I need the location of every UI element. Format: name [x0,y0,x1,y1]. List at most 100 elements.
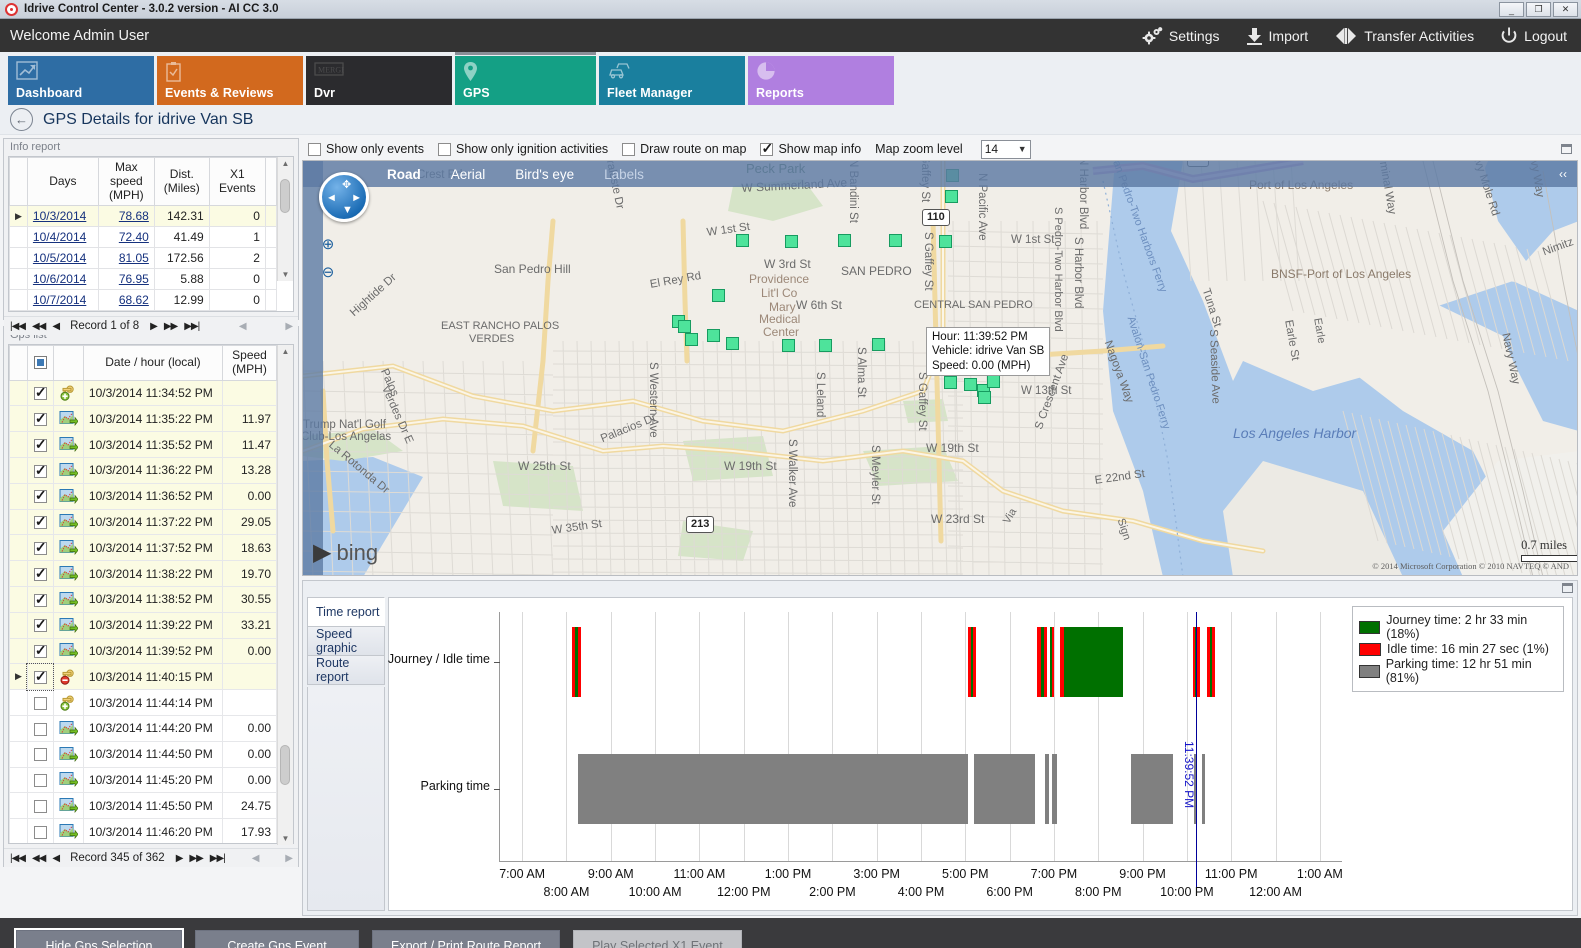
day-link[interactable]: 10/7/2014 [32,293,87,308]
info-report-scrollbar[interactable]: ▲ ▼ [277,157,293,281]
hscroll-right-arrow-icon[interactable]: ▶ [285,852,293,864]
zoom-in-icon[interactable]: ⊕ [321,236,335,253]
last-record-button[interactable]: ▶▶| [184,320,200,332]
transfer-activities-menu-item[interactable]: Transfer Activities [1334,27,1474,45]
time-report-restore-button[interactable] [1562,583,1573,593]
gps-list-table[interactable]: Date / hour (local) Speed (MPH) 10/3/201… [9,345,277,843]
nav-tile-gps[interactable]: GPS [455,52,596,105]
map-mode-bar[interactable]: Road Aerial Bird's eye Labels ‹‹ [303,161,1577,187]
gps-row-checkbox[interactable] [33,462,47,479]
export-print-route-report-button[interactable]: Export / Print Route Report [372,930,561,948]
gps-point[interactable] [782,339,795,352]
gps-row-checkbox-cell[interactable] [26,560,54,587]
gps-row-checkbox[interactable] [33,668,47,685]
gps-point[interactable] [872,338,885,351]
map-labels-toggle[interactable]: Labels [604,166,644,182]
gps-point[interactable] [944,376,957,389]
map-mode-birdseye[interactable]: Bird's eye [515,166,575,182]
gps-row-checkbox-cell[interactable] [26,611,54,639]
prev-record-button[interactable]: ◀ [52,852,60,864]
close-button[interactable]: ✕ [1553,2,1578,17]
bing-map[interactable]: Road Aerial Bird's eye Labels ‹‹ ✥ ◄ ► ▼… [302,160,1578,576]
max-speed-link[interactable]: 72.40 [118,230,149,245]
nav-tile-reports[interactable]: Reports [748,56,894,105]
show-only-events-checkbox[interactable] [308,142,321,156]
gps-point[interactable] [712,289,725,302]
table-row[interactable]: 10/5/2014 81.05 172.56 2 [9,247,278,270]
prev-record-button[interactable]: ◀ [52,320,60,332]
gps-row-checkbox-cell[interactable] [26,456,54,484]
gps-point[interactable] [889,234,902,247]
gps-list-row[interactable]: 10/3/2014 11:36:52 PM0.00 [9,482,277,510]
max-speed-link[interactable]: 78.68 [118,209,149,224]
time-report-tab-list[interactable]: Time report Speed graphic Route report [307,597,385,911]
gps-point[interactable] [736,234,749,247]
gps-row-checkbox[interactable] [33,748,47,762]
day-link[interactable]: 10/3/2014 [32,209,87,224]
max-speed-link[interactable]: 81.05 [118,251,149,266]
main-nav[interactable]: Dashboard Events & Reviews MERGE Dvr GPS… [0,52,1581,105]
gps-row-checkbox-cell[interactable] [26,405,54,433]
pan-right-icon[interactable]: ► [351,192,362,204]
select-all-checkbox[interactable] [33,356,47,370]
nav-tile-events-reviews[interactable]: Events & Reviews [157,56,303,105]
gps-row-checkbox-cell[interactable] [26,431,54,458]
pan-down-icon[interactable]: ▼ [342,204,353,216]
gps-point[interactable] [707,329,720,342]
footer-toolbar[interactable]: Hide Gps Selection Create Gps Event Expo… [0,918,1581,948]
table-row[interactable]: ▶ 10/3/2014 78.68 142.31 0 [9,205,278,228]
gps-row-checkbox-cell[interactable] [26,740,54,768]
gps-list-row[interactable]: 10/3/2014 11:45:50 PM 24.75 [9,792,277,820]
gps-point[interactable] [838,234,851,247]
gps-row-checkbox[interactable] [33,616,47,633]
gps-row-checkbox[interactable] [33,696,47,710]
next-page-button[interactable]: ▶▶ [189,852,203,864]
gps-row-checkbox-cell[interactable] [26,689,54,716]
last-record-button[interactable]: ▶▶| [209,852,226,864]
gps-row-checkbox-cell[interactable] [26,482,54,510]
next-page-button[interactable]: ▶▶ [163,320,178,332]
gps-list-row[interactable]: 10/3/2014 11:44:14 PM [9,689,277,716]
gps-list-row[interactable]: 10/3/2014 11:44:20 PM 0.00 [9,714,277,742]
scroll-up-arrow-icon[interactable]: ▲ [281,159,290,168]
map-pan-control[interactable]: ✥ ◄ ► ▼ [319,172,369,222]
gps-row-checkbox[interactable] [33,642,47,659]
hscroll-left-arrow-icon[interactable]: ◀ [251,852,260,864]
next-record-button[interactable]: ▶ [150,320,158,332]
tab-route-report[interactable]: Route report [307,655,385,685]
info-report-navigator[interactable]: |◀◀ ◀◀ ◀ Record 1 of 8 ▶ ▶▶ ▶▶| ◀ ▶ [4,316,298,336]
gps-row-checkbox-cell[interactable] [26,714,54,742]
gps-list-row[interactable]: 10/3/2014 11:39:52 PM0.00 [9,637,277,665]
gps-row-checkbox-cell[interactable] [26,379,54,407]
table-row[interactable]: 10/7/2014 68.62 12.99 0 [9,289,278,312]
gps-point[interactable] [939,235,952,248]
gps-row-checkbox-cell[interactable] [26,508,54,536]
gps-point[interactable] [945,190,958,203]
show-map-info-option[interactable]: Show map info [760,140,861,157]
gps-row-checkbox[interactable] [33,384,47,401]
create-gps-event-button[interactable]: Create Gps Event [195,930,359,948]
hscroll-right-arrow-icon[interactable]: ▶ [285,320,293,332]
gps-row-checkbox-cell[interactable] [26,662,55,691]
gps-list-navigator[interactable]: |◀◀ ◀◀ ◀ Record 345 of 362 ▶ ▶▶ ▶▶| ◀ ▶ [4,848,298,867]
back-arrow-icon[interactable]: ← [10,108,33,131]
gps-point[interactable] [678,320,691,333]
gps-row-checkbox[interactable] [33,774,47,788]
max-speed-link[interactable]: 76.95 [118,272,149,287]
tab-speed-graphic[interactable]: Speed graphic [307,626,385,656]
day-link[interactable]: 10/6/2014 [32,272,87,287]
gps-row-checkbox-cell[interactable] [26,534,54,562]
pan-left-icon[interactable]: ◄ [326,192,337,204]
hscroll-left-arrow-icon[interactable]: ◀ [238,320,247,332]
gps-row-checkbox[interactable] [33,722,47,736]
map-restore-button[interactable] [1561,144,1572,154]
first-record-button[interactable]: |◀◀ [10,320,26,332]
gps-row-checkbox-cell[interactable] [26,585,54,613]
map-mode-aerial[interactable]: Aerial [450,166,486,182]
gps-point[interactable] [978,391,991,404]
map-collapse-button[interactable]: ‹‹ [1559,167,1567,181]
map-zoom-level-select[interactable]: 14 ▼ [980,139,1031,159]
